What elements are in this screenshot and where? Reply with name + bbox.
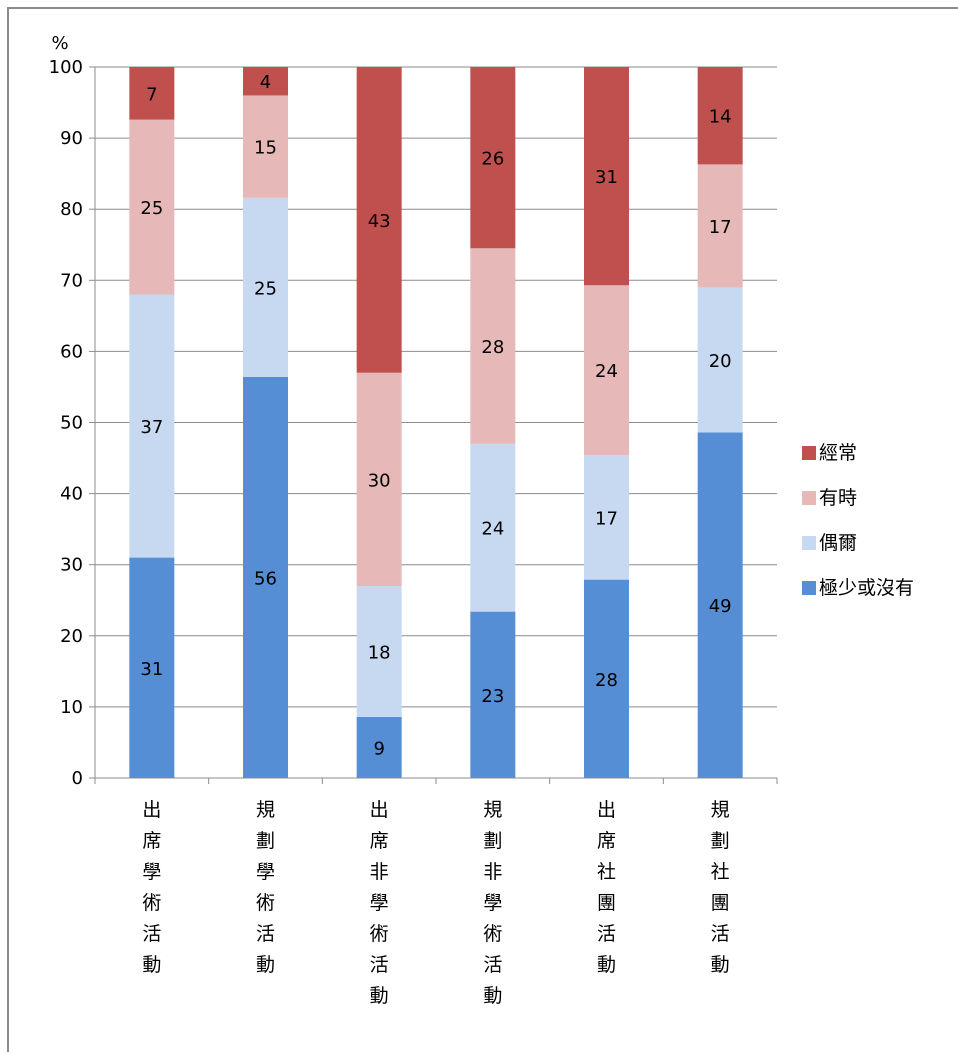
bar-value-label: 37 [140,417,163,438]
category-label: 出席學術活動 [142,799,161,976]
bar-value-label: 30 [368,470,391,491]
legend-label: 有時 [819,487,857,509]
bar-value-label: 43 [368,211,391,232]
bar-value-label: 31 [140,659,163,680]
bar-value-label: 26 [481,149,504,170]
gridlines [95,67,777,707]
legend-swatch [802,446,816,460]
bar-value-label: 23 [481,686,504,707]
legend-swatch [802,581,816,595]
bar-value-label: 20 [709,351,732,372]
category-label: 規劃學術活動 [256,799,275,976]
y-tick-label: 60 [60,341,83,362]
bar-value-label: 28 [481,337,504,358]
bar-value-label: 25 [254,278,277,299]
y-tick-label: 90 [60,128,83,149]
category-label: 規劃社團活動 [711,799,730,976]
bar-value-label: 4 [260,72,271,93]
y-tick-label: 70 [60,270,83,291]
bar-value-label: 7 [146,84,157,105]
bar-value-label: 31 [595,167,618,188]
y-tick-label: 20 [60,626,83,647]
bar-value-label: 49 [709,596,732,617]
y-tick-label: 10 [60,697,83,718]
bar-value-label: 18 [368,642,391,663]
legend-label: 經常 [819,442,857,464]
y-tick-label: 0 [72,768,83,789]
legend-label: 偶爾 [819,532,857,554]
y-tick-label: 50 [60,413,83,434]
y-tick-label: 40 [60,484,83,505]
legend-label: 極少或沒有 [819,577,914,599]
y-tick-label: 100 [49,57,83,78]
chart-frame: 0 10 20 30 40 50 60 70 80 90 100% 出席學術活動 規劃學術活動 出席非學術… [7,7,958,1052]
category-label: 出席非學術活動 [370,799,389,1007]
y-axis-unit-label: % [51,33,68,54]
data-labels: 3137257562515491830432324282628172431492… [140,72,731,759]
bar-value-label: 28 [595,670,618,691]
legend-swatch [802,491,816,505]
bar-value-label: 9 [373,738,384,759]
y-tick-label: 80 [60,199,83,220]
bar-value-label: 17 [595,508,618,529]
bar-value-label: 15 [254,138,277,159]
bar-value-label: 24 [595,361,618,382]
category-label: 規劃非學術活動 [483,799,502,1007]
stacked-bar-chart: 0 10 20 30 40 50 60 70 80 90 100% 出席學術活動 規劃學術活動 出席非學術… [9,9,958,1054]
bar-value-label: 24 [481,519,504,540]
y-tick-label: 30 [60,555,83,576]
bar-value-label: 14 [709,107,732,128]
category-label: 出席社團活動 [597,799,616,976]
bar-value-label: 56 [254,568,277,589]
legend-swatch [802,536,816,550]
bar-value-label: 17 [709,217,732,238]
bar-value-label: 25 [140,198,163,219]
